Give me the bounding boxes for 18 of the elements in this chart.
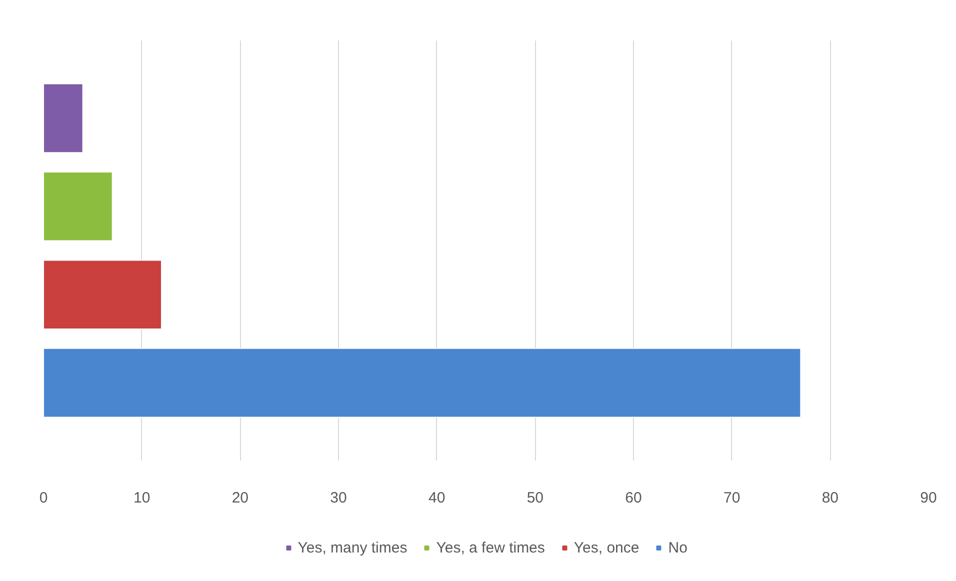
x-tick-label: 50 — [526, 490, 544, 506]
x-tick-label: 40 — [428, 490, 446, 506]
legend-label: No — [668, 539, 688, 556]
x-tick-label: 70 — [723, 490, 740, 506]
bar — [44, 348, 802, 418]
x-tick-label: 80 — [822, 490, 839, 506]
x-tick-label: 20 — [232, 490, 249, 506]
x-tick-label: 0 — [39, 490, 48, 506]
legend-label: Yes, once — [574, 539, 640, 556]
bar — [44, 172, 113, 242]
x-tick-label: 10 — [133, 490, 150, 506]
legend-label: Yes, many times — [298, 539, 408, 556]
bar — [44, 83, 84, 154]
x-tick-label: 90 — [920, 490, 937, 506]
legend-label: Yes, a few times — [436, 539, 545, 556]
x-tick-label: 30 — [330, 490, 347, 506]
x-tick-label: 60 — [625, 490, 642, 506]
bar — [44, 260, 162, 330]
